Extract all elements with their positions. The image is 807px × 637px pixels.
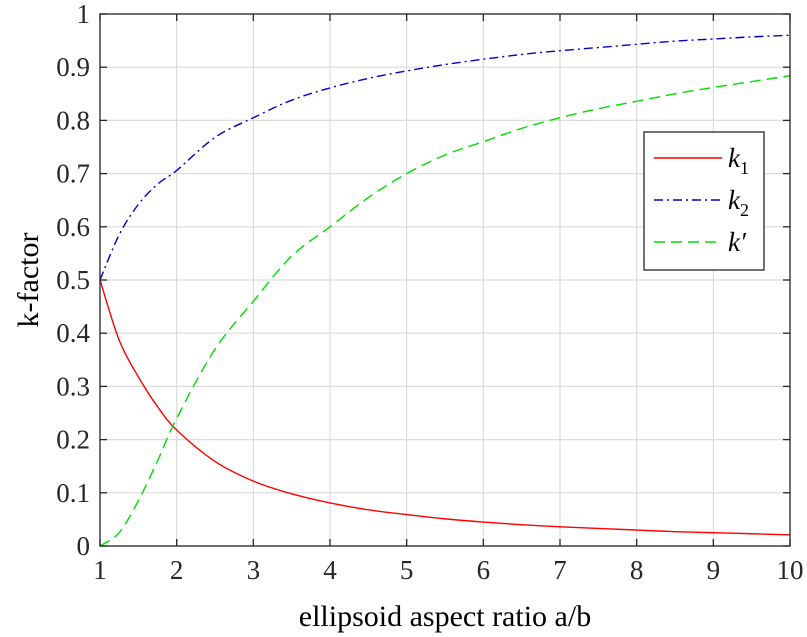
legend-label-prime: ′ [740, 227, 747, 257]
series-line-3 [99, 75, 791, 547]
legend-label: k1 [728, 143, 749, 178]
y-tick-label: 0.4 [56, 318, 90, 348]
series-line-1 [99, 279, 791, 536]
y-tick-label: 0 [77, 531, 91, 561]
x-tick-label: 8 [630, 555, 644, 585]
y-tick-label: 1 [77, 0, 91, 29]
legend-label: k2 [728, 185, 749, 220]
legend-label-base: k [728, 143, 741, 173]
x-axis-label: ellipsoid aspect ratio a/b [299, 600, 591, 633]
y-tick-label: 0.1 [56, 478, 90, 508]
x-tick-label: 9 [707, 555, 721, 585]
series-group [99, 34, 791, 547]
legend-label-subscript: 2 [740, 200, 749, 220]
y-tick-label: 0.7 [56, 159, 90, 189]
x-tick-label: 4 [323, 555, 337, 585]
legend-label: k′ [728, 227, 747, 257]
x-tick-label: 7 [553, 555, 567, 585]
legend-box [643, 131, 765, 271]
y-tick-label: 0.6 [56, 212, 90, 242]
x-tick-label: 3 [247, 555, 261, 585]
axis-ticks [99, 13, 791, 547]
y-tick-label: 0.8 [56, 105, 90, 135]
y-tick-label: 0.3 [56, 371, 90, 401]
y-axis-label: k-factor [12, 233, 45, 328]
y-tick-label: 0.5 [56, 265, 90, 295]
legend-label-base: k [728, 185, 741, 215]
tick-labels: 1 2 3 4 5 6 7 8 9 10 0 0.1 0.2 0.3 0.4 0.5 0.6 0.7 0.8 0.9 1 [56, 0, 803, 585]
series-line-2 [99, 34, 791, 281]
legend-label-base: k [728, 227, 741, 257]
x-tick-label: 6 [477, 555, 491, 585]
x-tick-label: 1 [93, 555, 107, 585]
x-tick-label: 2 [170, 555, 184, 585]
x-tick-label: 5 [400, 555, 414, 585]
y-tick-label: 0.2 [56, 425, 90, 455]
y-tick-label: 0.9 [56, 52, 90, 82]
x-tick-label: 10 [777, 555, 804, 585]
legend-label-subscript: 1 [740, 158, 749, 178]
